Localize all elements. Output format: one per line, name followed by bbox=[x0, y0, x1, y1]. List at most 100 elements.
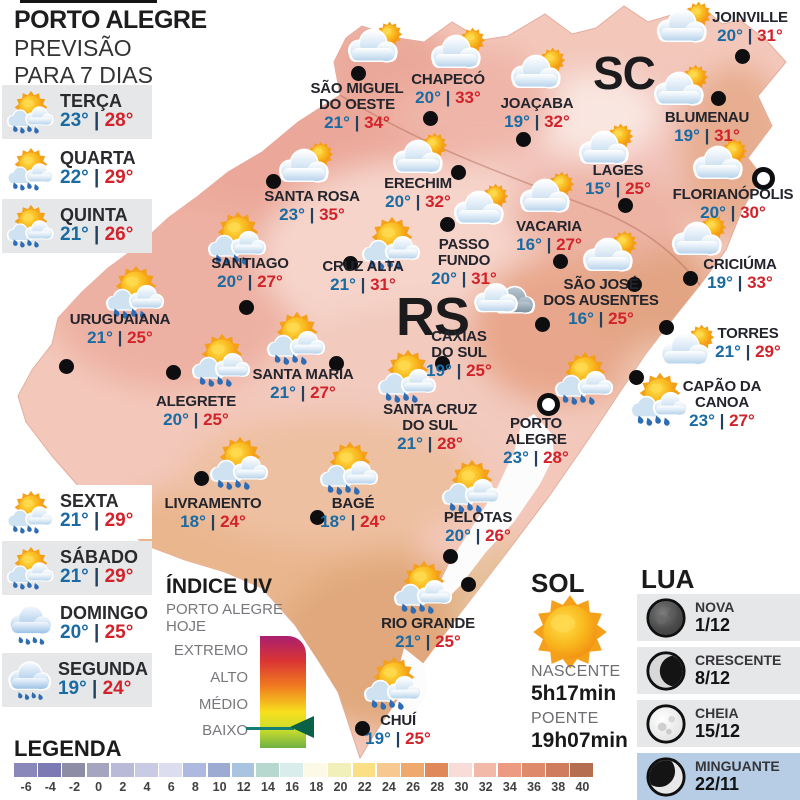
header: PORTO ALEGRE PREVISÃO PARA 7 DIAS bbox=[14, 6, 207, 90]
moon-section-title: LUA bbox=[641, 564, 695, 594]
min-temp: 20° bbox=[700, 203, 726, 223]
moon-full-icon bbox=[646, 703, 686, 744]
city-name: PASSO FUNDO bbox=[437, 236, 491, 270]
max-temp: 32° bbox=[425, 192, 451, 212]
city-name: BLUMENAU bbox=[664, 109, 750, 126]
min-temp: 19° bbox=[504, 112, 530, 132]
city-label-cruz-alta: CRUZ ALTA 21° | 31° bbox=[278, 258, 448, 295]
city-label-joinville: JOINVILLE 20° | 31° bbox=[665, 9, 800, 46]
city-temps: 20° | 27° bbox=[165, 272, 335, 292]
temp-separator: | bbox=[88, 167, 105, 189]
temp-separator: | bbox=[112, 328, 128, 348]
max-temp: 25° bbox=[104, 622, 134, 644]
legend-swatch-24 bbox=[376, 763, 400, 777]
city-name: CAXIAS DO SUL bbox=[431, 328, 487, 362]
max-temp: 33° bbox=[455, 88, 481, 108]
region-label-rs: RS bbox=[396, 287, 470, 347]
rain-icon bbox=[6, 599, 56, 649]
legend-value: 32 bbox=[478, 780, 493, 794]
city-temps: 21° | 31° bbox=[278, 275, 448, 295]
city-label-santa-maria: SANTA MARIA 21° | 27° bbox=[218, 366, 388, 403]
legend-swatch-16 bbox=[280, 763, 303, 777]
legend-value: 6 bbox=[167, 780, 175, 794]
city-name: SANTIAGO bbox=[211, 255, 289, 272]
city-label-pelotas: PELOTAS 20° | 26° bbox=[393, 509, 563, 546]
sun-cloud-rain-icon bbox=[6, 87, 56, 137]
moon-phase-date: 15/12 bbox=[695, 721, 741, 742]
city-label-criciuma: CRICIÚMA 19° | 33° bbox=[655, 256, 800, 293]
max-temp: 25° bbox=[127, 328, 153, 348]
min-temp: 19° bbox=[426, 361, 452, 381]
sunrise-time: 5h17min bbox=[531, 682, 617, 705]
forecast-card-segunda: SEGUNDA 19° | 24° bbox=[2, 653, 152, 707]
city-label-uruguaiana: URUGUAIANA 21° | 25° bbox=[35, 311, 205, 348]
day-name: SEGUNDA bbox=[57, 658, 148, 679]
legend-value: 28 bbox=[430, 780, 445, 794]
city-temps: 21° | 28° bbox=[345, 434, 515, 454]
city-label-santa-rosa: SANTA ROSA 23° | 35° bbox=[227, 188, 397, 225]
city-dot-lages bbox=[617, 197, 633, 213]
city-dot-joinville bbox=[734, 48, 750, 64]
legend-value: -4 bbox=[44, 780, 56, 794]
day-temps: 23° | 28° bbox=[60, 111, 133, 132]
city-temps: 20° | 25° bbox=[111, 410, 281, 430]
temp-separator: | bbox=[593, 309, 609, 329]
legend-value: 2 bbox=[119, 780, 127, 794]
city-temps: 19° | 33° bbox=[655, 273, 800, 293]
city-dot-criciuma bbox=[682, 270, 698, 286]
temp-separator: | bbox=[740, 342, 756, 362]
legend-swatch-36 bbox=[521, 763, 545, 777]
legend-swatch-18 bbox=[304, 763, 328, 777]
city-temps: 19° | 32° bbox=[452, 112, 622, 132]
temp-separator: | bbox=[345, 512, 361, 532]
forecast-card-quarta: QUARTA 22° | 29° bbox=[2, 142, 152, 196]
temp-separator: | bbox=[295, 383, 311, 403]
city-name: PELOTAS bbox=[443, 509, 513, 526]
uv-marker-arrow bbox=[290, 716, 314, 738]
capital-marker-florianopolis bbox=[751, 166, 775, 190]
legend-color-scale bbox=[14, 763, 595, 777]
city-dot-chui bbox=[354, 720, 370, 736]
min-temp: 18° bbox=[180, 512, 206, 532]
city-name: TORRES bbox=[717, 325, 779, 342]
max-temp: 32° bbox=[544, 112, 570, 132]
moon-phase-row-crescente: CRESCENTE 8/12 bbox=[637, 647, 800, 694]
max-temp: 26° bbox=[104, 224, 134, 246]
city-dot-pelotas bbox=[442, 548, 458, 564]
city-label-livramento: LIVRAMENTO 18° | 24° bbox=[128, 495, 298, 532]
moon-phase-row-cheia: CHEIA 15/12 bbox=[637, 700, 800, 747]
moon-new-icon bbox=[646, 597, 686, 638]
min-temp: 21° bbox=[60, 566, 89, 588]
city-name: SÃO JOSÉ DOS AUSENTES bbox=[543, 276, 659, 310]
legend-value: 38 bbox=[551, 780, 566, 794]
sun-cloud-rain-icon bbox=[6, 144, 56, 194]
min-temp: 23° bbox=[279, 205, 305, 225]
legend-swatch--6 bbox=[14, 763, 37, 777]
city-name: ERECHIM bbox=[384, 175, 452, 192]
legend-swatch-20 bbox=[328, 763, 352, 777]
temp-separator: | bbox=[529, 112, 545, 132]
legend-title: LEGENDA bbox=[14, 736, 122, 761]
city-dot-cruz-alta bbox=[342, 255, 358, 271]
sun-section-title: SOL bbox=[531, 568, 585, 598]
legend-swatch-26 bbox=[401, 763, 424, 777]
city-dot-capao-da-canoa bbox=[628, 369, 644, 385]
min-temp: 20° bbox=[60, 622, 89, 644]
temp-separator: | bbox=[390, 729, 406, 749]
city-name: SÃO MIGUEL DO OESTE bbox=[310, 80, 404, 114]
max-temp: 31° bbox=[471, 269, 497, 289]
city-name: RIO GRANDE bbox=[381, 615, 475, 632]
max-temp: 24° bbox=[220, 512, 246, 532]
city-label-torres: TORRES 21° | 29° bbox=[663, 325, 800, 362]
city-temps: 20° | 33° bbox=[363, 88, 533, 108]
city-temps: 18° | 24° bbox=[128, 512, 298, 532]
sun-icon bbox=[528, 590, 612, 674]
forecast-card-quinta: QUINTA 21° | 26° bbox=[2, 199, 152, 253]
max-temp: 28° bbox=[543, 448, 569, 468]
city-dot-sao-miguel-do-oeste bbox=[350, 65, 366, 81]
max-temp: 25° bbox=[203, 410, 229, 430]
max-temp: 27° bbox=[556, 235, 582, 255]
legend-swatch-4 bbox=[134, 763, 158, 777]
max-temp: 33° bbox=[747, 273, 773, 293]
min-temp: 20° bbox=[163, 410, 189, 430]
